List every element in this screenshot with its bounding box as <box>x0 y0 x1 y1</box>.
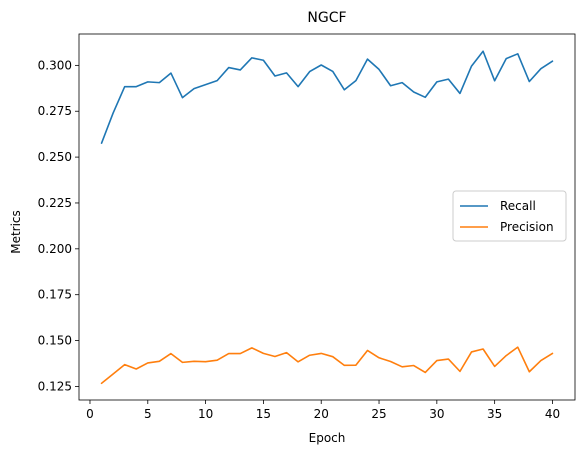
x-tick-label: 25 <box>371 407 386 421</box>
y-tick-label: 0.225 <box>38 196 72 210</box>
y-tick-label: 0.275 <box>38 104 72 118</box>
x-tick-label: 35 <box>487 407 502 421</box>
y-tick-label: 0.300 <box>38 58 72 72</box>
x-tick-label: 40 <box>545 407 560 421</box>
y-tick-label: 0.200 <box>38 242 72 256</box>
y-tick-label: 0.175 <box>38 288 72 302</box>
series-layer <box>100 50 554 385</box>
y-tick-label: 0.125 <box>38 379 72 393</box>
y-axis-title: Metrics <box>9 210 23 254</box>
legend-label-precision: Precision <box>500 220 554 234</box>
x-tick-label: 20 <box>314 407 329 421</box>
series-line-recall <box>100 50 554 144</box>
series-line-precision <box>100 346 554 385</box>
x-tick-label: 15 <box>256 407 271 421</box>
x-tick-label: 5 <box>144 407 152 421</box>
legend: Recall Precision <box>452 190 567 242</box>
legend-box <box>452 190 567 242</box>
plot-area <box>78 33 576 401</box>
x-tick-label: 10 <box>198 407 213 421</box>
y-axis: 0.125 0.150 0.175 0.200 0.225 0.250 0.275 0.300 <box>38 58 79 393</box>
x-axis-title: Epoch <box>309 431 346 445</box>
legend-label-recall: Recall <box>500 199 536 213</box>
x-axis: 0 5 10 15 20 25 30 35 40 <box>86 400 560 421</box>
y-tick-label: 0.250 <box>38 150 72 164</box>
y-tick-label: 0.150 <box>38 334 72 348</box>
x-tick-label: 0 <box>86 407 94 421</box>
x-tick-label: 30 <box>429 407 444 421</box>
axes-frame <box>78 33 576 401</box>
chart-title: NGCF <box>307 10 346 26</box>
